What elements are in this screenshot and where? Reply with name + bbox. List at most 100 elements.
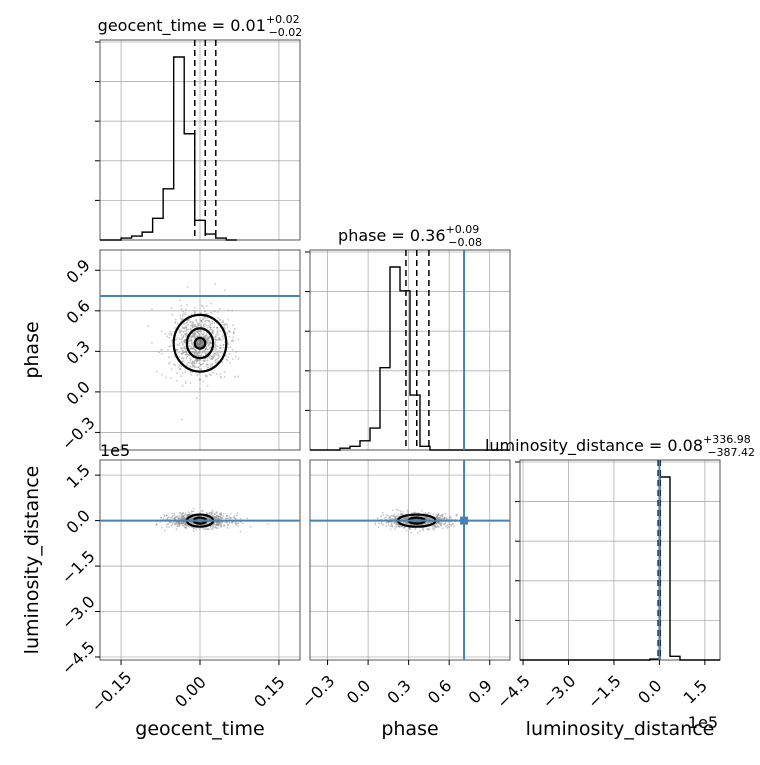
y-tick-label-phase: 0.0 [63,377,94,408]
sample-point [393,513,396,516]
sample-point [234,523,237,525]
sample-point [208,517,211,520]
sample-point [171,512,174,515]
sample-point [437,521,439,524]
sample-point [187,319,190,322]
histogram-step-luminosity_distance [520,476,720,661]
sample-point [195,360,198,363]
sample-point [402,521,405,524]
sample-point [202,317,205,320]
sample-point [212,509,214,512]
sample-point [438,514,440,517]
x-axis-label-luminosity_distance: luminosity_distance [526,718,715,740]
sample-point [184,522,187,525]
sample-point [401,513,404,516]
sample-point [425,516,428,518]
sample-point [440,517,443,520]
sample-point [190,327,192,330]
sample-point [188,342,190,345]
sample-point [211,524,214,527]
sample-point [452,522,455,525]
sample-point [438,526,440,529]
sample-point [426,517,429,520]
sample-point [180,334,183,336]
sample-point [214,336,217,339]
scatter-geocent_time-luminosity_distance [99,459,301,661]
sample-point [193,331,196,334]
sample-point [201,321,203,324]
sample-point [176,348,179,351]
sample-point [230,517,232,519]
sample-point [434,525,437,527]
sample-point [225,358,228,361]
sample-point [183,521,186,524]
sample-point [169,344,172,347]
sample-point [204,350,207,353]
sample-point [189,347,192,350]
sample-point [222,323,225,326]
sample-point [166,523,168,526]
sample-point [178,523,181,525]
sample-point [186,514,189,517]
sample-point [414,511,417,514]
sample-point [446,527,449,529]
sample-point [191,321,194,323]
sample-point [200,363,203,366]
sample-point [151,308,153,311]
y-axis-label-phase: phase [21,321,43,378]
sample-point [203,528,206,531]
sample-point [215,512,218,515]
sample-point [425,516,428,519]
sample-point [197,323,199,326]
sample-point [207,355,210,358]
sample-point [174,318,177,321]
sample-point [210,355,213,358]
sample-point [179,367,182,370]
sample-point [195,366,198,369]
sample-point [191,510,193,513]
sample-point [202,351,204,354]
sample-point [195,359,198,361]
sample-point [176,525,179,528]
sample-point [232,336,235,339]
sample-point [182,516,185,519]
sample-point [205,365,208,368]
sample-point [220,376,223,379]
sample-point [184,522,187,525]
sample-point [185,353,188,356]
sample-point [189,324,192,327]
sample-point [210,513,212,516]
sample-point [205,340,208,343]
sample-point [233,517,236,519]
sample-point [198,350,201,353]
sample-point [199,363,202,366]
sample-point [181,514,184,517]
sample-point [182,314,184,317]
sample-point [189,347,192,350]
sample-point [374,522,377,524]
sample-point [191,336,194,339]
sample-point [160,330,163,333]
sample-point [226,521,228,524]
sample-point [204,348,207,350]
sample-point [182,517,185,520]
sample-point [223,370,226,373]
sample-point [438,516,441,519]
title-luminosity_distance: luminosity_distance = 0.08+336.98 −387.42 [485,433,755,459]
sample-point [184,371,187,373]
sample-point [205,334,208,336]
sample-point [210,342,213,344]
sample-point [217,334,220,336]
sample-point [225,514,228,517]
sample-point [178,523,181,526]
sample-point [405,522,408,524]
y-tick-label-phase: −0.3 [58,413,99,454]
sample-point [190,346,193,348]
sample-point [209,326,212,329]
sample-point [192,360,195,363]
sample-point [200,351,203,354]
sample-point [406,516,409,519]
sample-point [168,345,171,348]
sample-point [227,309,230,312]
sample-point [210,302,213,305]
